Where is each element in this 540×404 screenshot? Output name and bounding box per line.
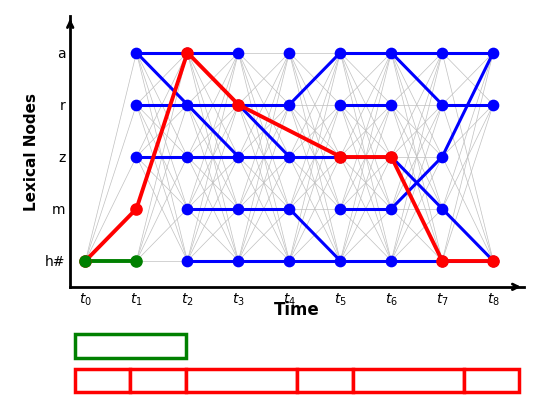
Point — [81, 258, 90, 264]
Point — [336, 101, 345, 108]
Point — [336, 154, 345, 160]
Bar — [186, 369, 297, 392]
Point — [438, 258, 447, 264]
Point — [489, 101, 497, 108]
Point — [81, 258, 90, 264]
Point — [234, 49, 242, 56]
Point — [132, 206, 141, 212]
Point — [183, 101, 192, 108]
Point — [336, 49, 345, 56]
Text: Time: Time — [274, 301, 320, 319]
Point — [234, 101, 242, 108]
Point — [387, 49, 396, 56]
Point — [285, 49, 294, 56]
Point — [387, 101, 396, 108]
Point — [336, 206, 345, 212]
Point — [489, 258, 497, 264]
Point — [387, 154, 396, 160]
Bar — [75, 369, 130, 392]
Bar — [130, 369, 186, 392]
Point — [387, 206, 396, 212]
Point — [438, 154, 447, 160]
Point — [489, 49, 497, 56]
Point — [285, 206, 294, 212]
Bar — [353, 369, 464, 392]
Point — [234, 101, 242, 108]
Point — [132, 258, 141, 264]
Point — [285, 258, 294, 264]
Point — [183, 49, 192, 56]
Point — [336, 258, 345, 264]
Point — [183, 154, 192, 160]
Point — [336, 154, 345, 160]
Point — [183, 49, 192, 56]
Point — [285, 101, 294, 108]
Point — [234, 154, 242, 160]
Point — [234, 258, 242, 264]
Point — [438, 49, 447, 56]
Point — [132, 154, 141, 160]
Point — [132, 101, 141, 108]
Point — [234, 206, 242, 212]
Point — [183, 206, 192, 212]
Point — [489, 258, 497, 264]
Y-axis label: Lexical Nodes: Lexical Nodes — [24, 93, 39, 210]
Bar — [464, 369, 519, 392]
Point — [438, 258, 447, 264]
Bar — [297, 369, 353, 392]
Point — [387, 154, 396, 160]
Point — [438, 206, 447, 212]
Bar — [75, 334, 186, 358]
Point — [387, 258, 396, 264]
Point — [183, 258, 192, 264]
Point — [132, 49, 141, 56]
Point — [438, 101, 447, 108]
Point — [285, 154, 294, 160]
